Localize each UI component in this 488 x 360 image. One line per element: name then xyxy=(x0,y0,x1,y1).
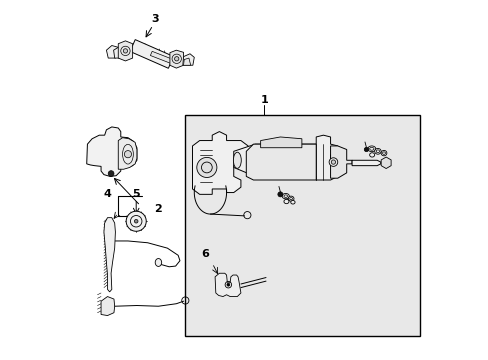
Circle shape xyxy=(328,158,337,166)
Polygon shape xyxy=(130,40,173,68)
Ellipse shape xyxy=(380,150,386,156)
Circle shape xyxy=(134,220,138,223)
Polygon shape xyxy=(381,157,390,168)
Polygon shape xyxy=(101,297,115,316)
Ellipse shape xyxy=(287,196,293,201)
Polygon shape xyxy=(330,146,351,178)
Text: 5: 5 xyxy=(132,189,140,199)
Polygon shape xyxy=(215,273,241,297)
Polygon shape xyxy=(246,144,316,180)
Polygon shape xyxy=(192,132,247,194)
Text: 2: 2 xyxy=(154,204,161,214)
Ellipse shape xyxy=(155,258,162,266)
Text: 4: 4 xyxy=(103,189,111,199)
Bar xyxy=(185,116,419,336)
Polygon shape xyxy=(260,137,301,148)
Circle shape xyxy=(123,49,127,53)
Polygon shape xyxy=(351,160,380,166)
Circle shape xyxy=(277,192,282,197)
Ellipse shape xyxy=(367,146,375,152)
Ellipse shape xyxy=(369,153,374,157)
Circle shape xyxy=(126,211,146,231)
Polygon shape xyxy=(118,138,137,169)
Polygon shape xyxy=(150,51,181,67)
Polygon shape xyxy=(106,45,119,58)
Circle shape xyxy=(108,171,114,176)
Ellipse shape xyxy=(290,201,294,204)
Circle shape xyxy=(330,160,335,164)
Polygon shape xyxy=(118,41,132,61)
Circle shape xyxy=(174,57,179,61)
Ellipse shape xyxy=(284,199,288,204)
Ellipse shape xyxy=(233,152,241,168)
Polygon shape xyxy=(233,135,337,180)
Circle shape xyxy=(364,147,368,152)
Polygon shape xyxy=(183,54,194,65)
Ellipse shape xyxy=(374,148,380,154)
Ellipse shape xyxy=(282,193,289,199)
Polygon shape xyxy=(169,50,183,68)
Polygon shape xyxy=(104,218,115,292)
Circle shape xyxy=(226,283,229,286)
Circle shape xyxy=(124,150,131,158)
Text: 3: 3 xyxy=(151,14,159,24)
Polygon shape xyxy=(113,47,123,58)
Text: 1: 1 xyxy=(260,95,267,105)
Text: 6: 6 xyxy=(201,249,208,259)
Polygon shape xyxy=(86,127,137,176)
Circle shape xyxy=(196,157,217,177)
Polygon shape xyxy=(183,58,190,65)
